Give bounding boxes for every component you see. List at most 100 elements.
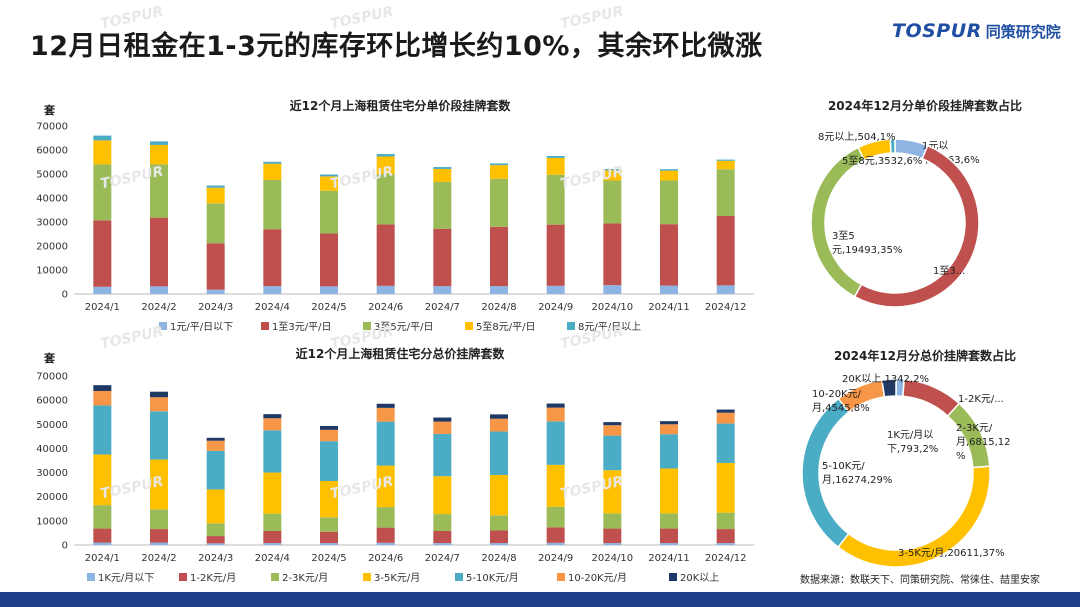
bar-segment xyxy=(320,176,338,191)
bar-segment xyxy=(320,481,338,518)
slice-label: 3至5 xyxy=(832,230,855,242)
bar-segment xyxy=(93,505,112,529)
bar-segment xyxy=(263,418,282,431)
bar-segment xyxy=(150,141,168,145)
bar-segment xyxy=(716,423,735,463)
x-tick-label: 2024/10 xyxy=(592,302,634,313)
legend-label: 1元/平/日以下 xyxy=(170,322,233,333)
bar-segment xyxy=(376,542,395,545)
legend-label: 3至5元/平/日 xyxy=(374,321,433,333)
x-tick-label: 2024/2 xyxy=(141,302,176,313)
bar-segment xyxy=(603,170,622,181)
bar-segment xyxy=(433,476,452,515)
bar-segment xyxy=(93,220,112,287)
bar-chart-unit-price: 近12个月上海租赁住宅分单价段挂牌套数 套 0 10000 20000 30000 4000… xyxy=(36,98,754,333)
bar-segment xyxy=(660,180,678,225)
bar-segment xyxy=(206,289,225,294)
y-tick-label: 30000 xyxy=(36,218,68,229)
slice-label: 5至8元,3532,6% xyxy=(842,155,922,167)
x-tick-label: 2024/9 xyxy=(538,553,573,564)
slice-label: 5-10K元/ xyxy=(822,461,865,472)
bar-segment xyxy=(206,543,225,545)
bar-segment xyxy=(320,517,338,532)
slice-label: 月,6815,12 xyxy=(956,436,1011,448)
x-tick-label: 2024/10 xyxy=(592,553,634,564)
bar-segment xyxy=(433,168,452,182)
bar-segment xyxy=(320,233,338,287)
bar-segment xyxy=(93,528,112,543)
bar-segment xyxy=(716,462,735,513)
bar-segment xyxy=(546,407,565,422)
y-tick-label: 40000 xyxy=(36,444,68,455)
bar-segment xyxy=(716,543,735,545)
donut-slice xyxy=(801,397,850,549)
slice-label: 20K以上,1342,2% xyxy=(842,373,929,385)
bar-segment xyxy=(603,543,622,545)
bar-segment xyxy=(660,513,678,529)
bar-segment xyxy=(603,285,622,294)
bar-segment xyxy=(433,421,452,434)
bar-segment xyxy=(150,542,168,545)
legend-swatch xyxy=(557,573,565,581)
slice-label: 3-5K元/月,20611,37% xyxy=(898,547,1005,559)
bar-segment xyxy=(433,286,452,294)
bar-segment xyxy=(93,140,112,165)
bar-segment xyxy=(546,156,565,158)
bar-segment xyxy=(150,144,168,165)
bar-segment xyxy=(206,185,225,188)
bar-segment xyxy=(603,422,622,426)
bar-segment xyxy=(433,228,452,287)
bar-segment xyxy=(150,397,168,412)
donut-slice xyxy=(853,144,980,308)
bar-segment xyxy=(660,285,678,294)
legend-swatch xyxy=(261,322,269,330)
bar-segment xyxy=(150,164,168,218)
bar-segment xyxy=(93,164,112,221)
legend-label: 5-10K元/月 xyxy=(466,572,519,584)
y-tick-label: 60000 xyxy=(36,396,68,407)
x-tick-label: 2024/11 xyxy=(648,302,690,313)
bar-segment xyxy=(603,168,622,171)
legend-label: 8元/平/日以上 xyxy=(578,321,641,333)
legend-label: 2-3K元/月 xyxy=(282,572,328,584)
bar-segment xyxy=(603,470,622,514)
bar-segment xyxy=(603,425,622,436)
chart-title: 近12个月上海租赁住宅分单价段挂牌套数 xyxy=(290,98,512,113)
bar-segment xyxy=(716,412,735,424)
x-tick-label: 2024/3 xyxy=(198,553,233,564)
bar-segment xyxy=(433,433,452,477)
bar-segment xyxy=(716,285,735,294)
logo-sub-text: 同策研究院 xyxy=(985,22,1061,41)
y-tick-label: 10000 xyxy=(36,516,68,527)
bar-segment xyxy=(546,464,565,507)
bar-segment xyxy=(376,465,395,508)
y-axis-label: 套 xyxy=(44,103,56,117)
legend-swatch xyxy=(87,573,95,581)
slice-label: 1至3... xyxy=(933,265,965,277)
footer-bar xyxy=(0,592,1080,607)
bar-segment xyxy=(490,286,508,294)
legend-swatch xyxy=(363,573,371,581)
bar-segment xyxy=(546,403,565,408)
bar-segment xyxy=(376,527,395,543)
bar-segment xyxy=(490,515,508,531)
bar-segment xyxy=(490,226,508,287)
bar-segment xyxy=(433,514,452,531)
x-tick-label: 2024/9 xyxy=(538,302,573,313)
y-axis-label: 套 xyxy=(44,351,56,365)
y-tick-label: 0 xyxy=(62,541,68,552)
bar-segment xyxy=(150,391,168,398)
bar-segment xyxy=(206,187,225,204)
bar-segment xyxy=(433,417,452,422)
bar-segment xyxy=(716,529,735,544)
bar-segment xyxy=(433,181,452,229)
bar-segment xyxy=(490,530,508,544)
donut-chart-unit-price: 2024年12月分单价段挂牌套数占比1元以下,3563,6%1至3...3至5元… xyxy=(810,98,1022,308)
bar-segment xyxy=(603,180,622,224)
bar-segment xyxy=(716,159,735,161)
bar-segment xyxy=(546,285,565,294)
y-tick-label: 20000 xyxy=(36,492,68,503)
bar-segment xyxy=(93,390,112,406)
bar-segment xyxy=(150,529,168,543)
bar-segment xyxy=(376,154,395,157)
